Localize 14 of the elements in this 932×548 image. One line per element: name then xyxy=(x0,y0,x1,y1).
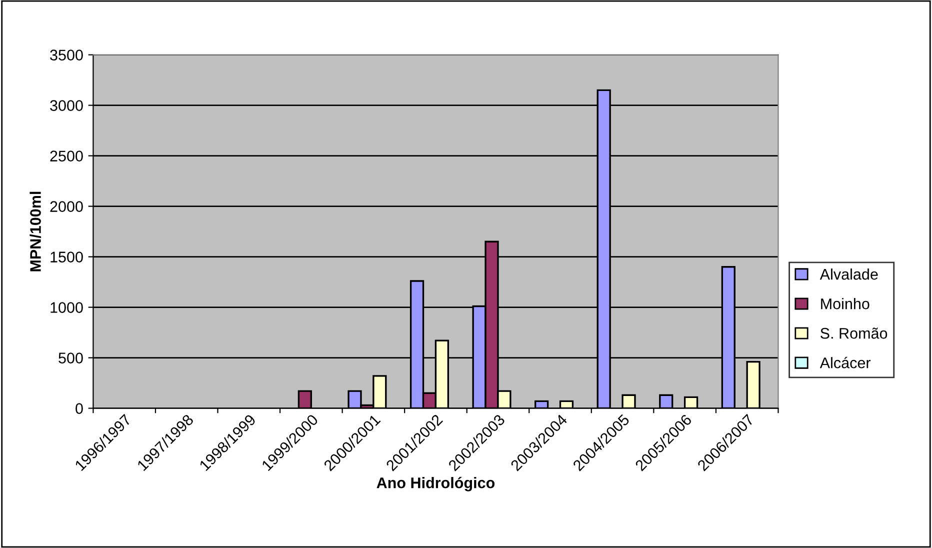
y-tick-label: 0 xyxy=(76,403,83,414)
y-tick-label: 3000 xyxy=(50,100,83,111)
legend-label: S. Romão xyxy=(820,328,888,339)
x-axis-title: Ano Hidrológico xyxy=(376,476,495,492)
legend-label: Alvalade xyxy=(820,268,878,280)
y-tick-label: 1000 xyxy=(50,302,83,313)
y-tick-label: 2500 xyxy=(50,150,83,162)
legend-label: Alcácer xyxy=(820,356,871,368)
y-tick-label: 3500 xyxy=(50,50,83,60)
y-tick-label: 1500 xyxy=(50,252,83,262)
legend-label: Moinho xyxy=(821,298,870,310)
y-axis-title: MPN/100ml xyxy=(30,192,42,272)
y-tick-label: 2000 xyxy=(50,201,83,212)
y-tick-label: 500 xyxy=(58,352,83,364)
